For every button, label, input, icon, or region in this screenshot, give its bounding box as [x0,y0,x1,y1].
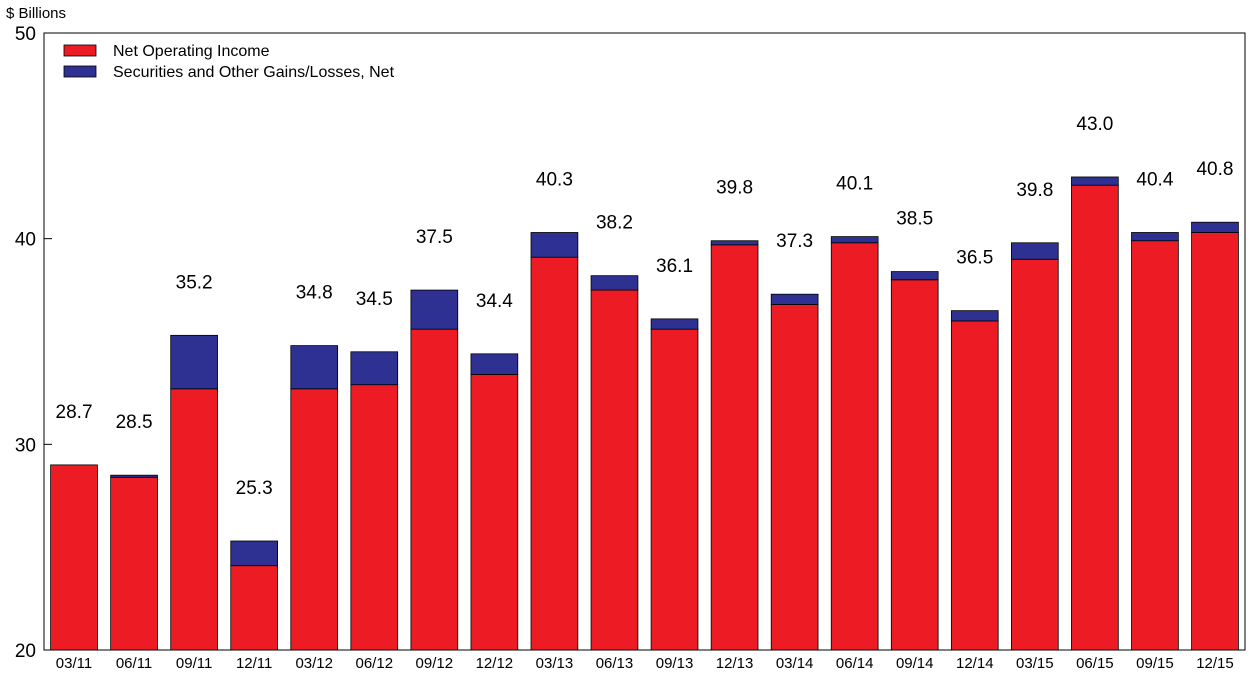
bar-net-operating-income [350,384,399,651]
y-tick-label: 40 [15,230,36,251]
bar-securities-gains [830,236,879,244]
bar-net-operating-income [890,279,939,651]
x-tick-label: 06/15 [1076,655,1114,672]
x-tick-label: 12/11 [236,655,272,672]
data-label: 28.5 [116,412,153,433]
x-tick-label: 12/12 [476,655,514,672]
bar-net-operating-income [1131,240,1179,651]
bar-net-operating-income [410,328,459,651]
x-tick-label: 06/13 [596,655,634,672]
data-label: 40.1 [836,174,873,195]
bar-securities-gains [890,271,939,281]
bar-securities-gains [230,540,278,567]
legend-swatch-net-operating-income [63,44,97,57]
y-tick-label: 30 [15,435,36,456]
bar-net-operating-income [1071,184,1119,651]
bar-net-operating-income [830,242,879,651]
data-label: 34.5 [356,289,393,310]
x-tick-label: 09/15 [1136,655,1174,672]
bar-securities-gains [470,353,519,375]
y-axis-label: $ Billions [6,5,66,22]
x-axis: 03/11 06/11 09/11 12/11 03/12 06/12 09/12 12/12… [56,655,1234,672]
legend-swatch-securities-gains [63,65,97,78]
x-tick-label: 06/14 [836,655,874,672]
bar-securities-gains [290,345,339,390]
data-label: 36.5 [956,248,993,269]
data-label: 28.7 [56,402,93,423]
bar-net-operating-income [710,244,759,651]
bar-net-operating-income [290,388,339,651]
bars [50,176,1239,651]
x-tick-label: 06/12 [356,655,394,672]
bar-securities-gains [1011,242,1059,260]
bar-securities-gains [410,289,459,330]
data-label: 38.5 [896,209,933,230]
y-tick-label: 20 [15,641,36,662]
x-tick-label: 03/12 [295,655,333,672]
data-label: 39.8 [716,178,753,199]
x-tick-label: 12/15 [1196,655,1234,672]
x-tick-label: 03/15 [1016,655,1054,672]
bar-net-operating-income [590,289,639,651]
x-tick-label: 12/14 [956,655,994,672]
bar-net-operating-income [770,304,819,651]
data-label: 36.1 [656,256,693,277]
data-label: 34.4 [476,291,513,312]
bar-net-operating-income [110,476,158,651]
bar-net-operating-income [1191,232,1239,651]
x-tick-label: 09/13 [656,655,694,672]
y-tick-label: 50 [15,24,36,45]
data-label: 40.3 [536,169,573,190]
y-axis: 20 30 40 50 [15,24,52,662]
bar-securities-gains [350,351,399,386]
legend-label-net-operating-income: Net Operating Income [113,43,270,60]
bar-securities-gains [1131,232,1179,242]
bar-securities-gains [770,293,819,305]
bar-net-operating-income [650,328,699,651]
data-label: 38.2 [596,213,633,234]
legend-label-securities-gains: Securities and Other Gains/Losses, Net [113,64,395,81]
total-labels: 28.7 28.5 35.2 25.3 34.8 34.5 37.5 34.4 40.3 38.2… [56,114,1234,499]
x-tick-label: 09/12 [416,655,454,672]
bar-net-operating-income [170,388,218,651]
bar-securities-gains [110,474,158,478]
bar-net-operating-income [1011,258,1059,651]
bar-securities-gains [950,310,999,322]
bar-net-operating-income [470,374,519,651]
bar-securities-gains [650,318,699,330]
x-tick-label: 03/13 [536,655,574,672]
bar-net-operating-income [50,464,98,651]
data-label: 43.0 [1076,114,1113,135]
data-label: 34.8 [296,283,333,304]
bar-securities-gains [170,334,218,390]
legend: Net Operating Income Securities and Othe… [63,43,395,81]
bar-securities-gains [530,232,579,258]
x-tick-label: 06/11 [116,655,152,672]
data-label: 37.5 [416,227,453,248]
x-tick-label: 12/13 [716,655,754,672]
data-label: 35.2 [176,272,213,293]
x-tick-label: 09/11 [176,655,212,672]
bar-net-operating-income [950,320,999,651]
data-label: 37.3 [776,231,813,252]
bar-securities-gains [1191,221,1239,233]
bar-securities-gains [710,240,759,246]
plot-frame [43,32,1246,651]
data-label: 39.8 [1016,180,1053,201]
bar-net-operating-income [230,565,278,651]
data-label: 25.3 [236,478,273,499]
x-tick-label: 03/11 [56,655,92,672]
data-label: 40.8 [1196,159,1233,180]
bar-securities-gains [590,275,639,291]
x-tick-label: 09/14 [896,655,934,672]
x-tick-label: 03/14 [776,655,814,672]
data-label: 40.4 [1136,169,1173,190]
bar-securities-gains [1071,176,1119,186]
bar-net-operating-income [530,256,579,651]
